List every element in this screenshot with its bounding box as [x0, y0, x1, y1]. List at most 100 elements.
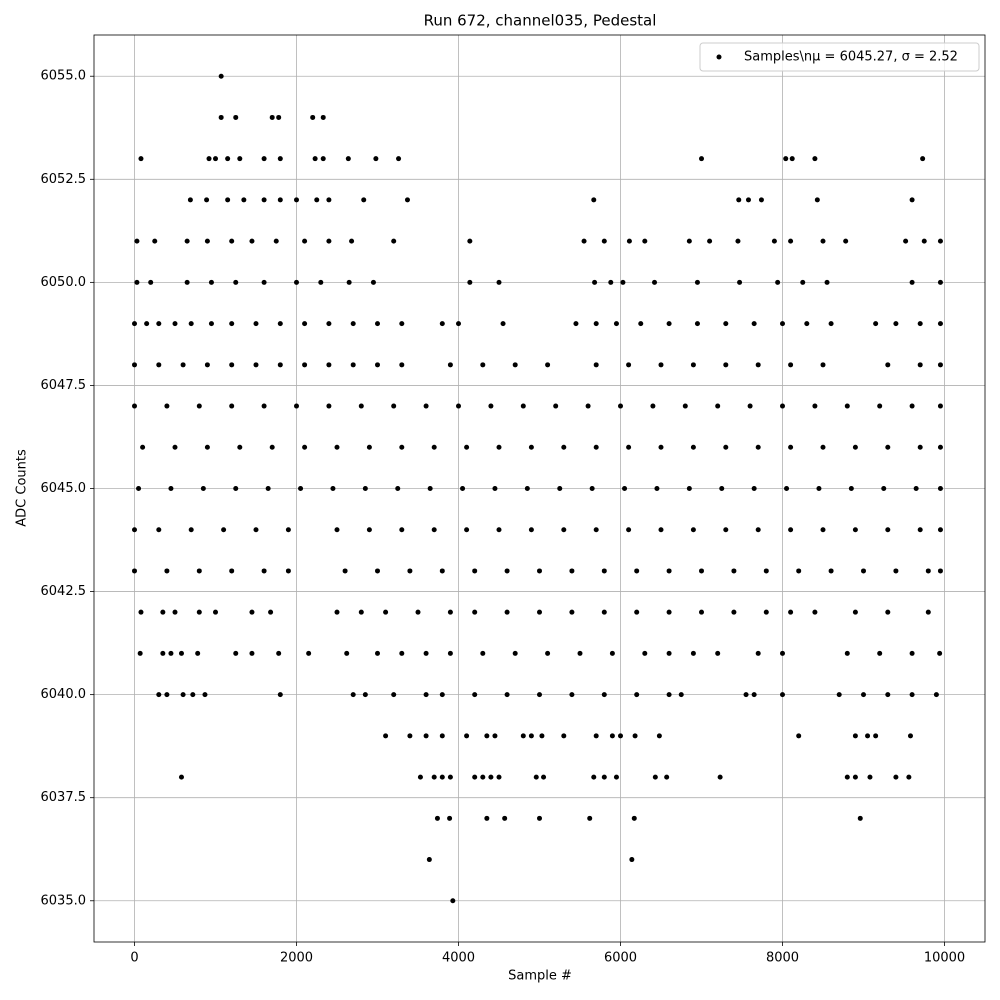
data-point	[593, 362, 599, 368]
data-point	[937, 238, 943, 244]
data-point	[723, 527, 729, 533]
data-point	[591, 774, 597, 780]
data-point	[302, 238, 308, 244]
data-point	[196, 609, 202, 615]
data-point	[188, 527, 194, 533]
data-point	[314, 197, 320, 203]
data-point	[375, 321, 380, 327]
y-axis-label: ADC Counts	[15, 449, 30, 527]
data-point	[545, 362, 551, 368]
data-point	[261, 568, 267, 574]
data-point	[426, 857, 432, 863]
data-point	[512, 362, 518, 368]
data-point	[788, 527, 794, 533]
data-point	[132, 362, 137, 368]
data-point	[906, 774, 912, 780]
data-point	[136, 486, 142, 491]
data-point	[909, 197, 915, 203]
data-point	[180, 692, 186, 698]
data-point	[632, 733, 638, 739]
data-point	[375, 568, 380, 574]
data-point	[723, 444, 729, 450]
data-point	[395, 486, 401, 491]
data-point	[320, 156, 326, 162]
data-point	[134, 279, 140, 285]
data-point	[820, 527, 826, 533]
y-tick-label: 6055.0	[41, 69, 87, 84]
x-tick-label: 0	[130, 951, 138, 966]
data-point	[694, 321, 700, 327]
data-point	[277, 156, 283, 162]
data-point	[366, 527, 372, 533]
data-point	[629, 857, 635, 863]
data-point	[909, 650, 915, 656]
data-point	[229, 238, 235, 244]
data-point	[345, 156, 351, 162]
data-point	[249, 650, 255, 656]
data-point	[903, 238, 909, 244]
data-point	[326, 197, 332, 203]
data-point	[593, 733, 599, 739]
y-tick-label: 6042.5	[41, 584, 87, 599]
data-point	[520, 403, 526, 409]
data-point	[751, 321, 757, 327]
legend-label: Samples\nμ = 6045.27, σ = 2.52	[744, 50, 958, 65]
data-point	[253, 362, 259, 368]
data-point	[302, 321, 308, 327]
data-point	[484, 815, 490, 821]
data-point	[561, 733, 567, 739]
data-point	[268, 609, 274, 615]
data-point	[844, 650, 850, 656]
data-point	[391, 403, 397, 409]
data-point	[751, 486, 757, 491]
data-point	[885, 609, 891, 615]
data-point	[601, 692, 607, 698]
data-point	[909, 692, 915, 698]
data-point	[642, 238, 648, 244]
data-point	[344, 650, 350, 656]
data-point	[229, 362, 235, 368]
data-point	[690, 444, 696, 450]
data-point	[500, 321, 506, 327]
data-point	[138, 609, 144, 615]
data-point	[852, 733, 858, 739]
data-point	[877, 403, 883, 409]
data-point	[496, 774, 502, 780]
data-point	[589, 486, 595, 491]
data-point	[634, 568, 640, 574]
data-point	[755, 362, 761, 368]
data-point	[626, 444, 632, 450]
data-point	[620, 279, 626, 285]
data-point	[920, 156, 926, 162]
data-point	[148, 279, 154, 285]
data-point	[138, 156, 144, 162]
data-point	[294, 403, 299, 409]
data-point	[613, 774, 619, 780]
data-point	[609, 650, 615, 656]
data-point	[634, 609, 640, 615]
data-point	[666, 692, 672, 698]
y-tick-label: 6040.0	[41, 687, 87, 702]
data-point	[431, 774, 437, 780]
data-point	[937, 403, 943, 409]
data-point	[488, 774, 494, 780]
data-point	[537, 692, 542, 698]
x-tick-label: 10000	[924, 951, 965, 966]
data-point	[591, 197, 597, 203]
data-point	[204, 444, 210, 450]
data-point	[715, 403, 721, 409]
data-point	[472, 774, 478, 780]
data-point	[836, 692, 842, 698]
data-point	[480, 650, 486, 656]
data-point	[350, 321, 356, 327]
data-point	[404, 197, 410, 203]
data-point	[885, 444, 891, 450]
data-point	[593, 321, 599, 327]
data-point	[937, 650, 943, 656]
data-point	[447, 609, 453, 615]
data-point	[654, 486, 660, 491]
data-point	[156, 362, 162, 368]
data-point	[504, 609, 510, 615]
data-point	[780, 321, 785, 327]
data-point	[326, 238, 332, 244]
